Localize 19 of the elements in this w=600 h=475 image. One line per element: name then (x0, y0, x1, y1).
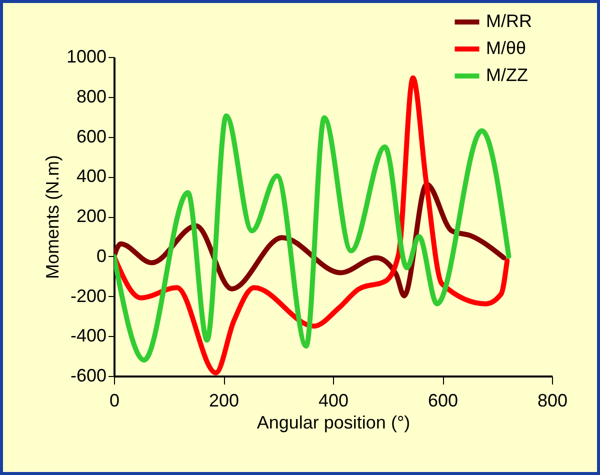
y-tick-label: 0 (96, 246, 106, 266)
y-tick-label: 200 (76, 206, 106, 226)
x-tick-label: 200 (208, 390, 240, 410)
y-tick-label: 400 (76, 166, 106, 186)
legend-label: M/θθ (486, 38, 526, 58)
y-tick-label: 800 (76, 86, 106, 106)
y-tick-label: 1000 (66, 46, 106, 66)
x-axis-title: Angular position (°) (256, 412, 410, 432)
x-tick-label: 400 (318, 390, 349, 410)
y-tick-label: 600 (76, 126, 106, 146)
x-tick-label: 800 (537, 390, 568, 410)
x-tick-label: 0 (109, 390, 120, 410)
y-tick-label: -400 (70, 326, 106, 346)
x-tick-label: 600 (428, 390, 458, 410)
y-axis-title: Moments (N.m) (42, 154, 62, 280)
y-tick-label: -200 (70, 286, 106, 306)
legend-label: M/ZZ (486, 65, 528, 85)
y-tick-label: -600 (70, 366, 106, 386)
legend-label: M/RR (486, 11, 532, 31)
